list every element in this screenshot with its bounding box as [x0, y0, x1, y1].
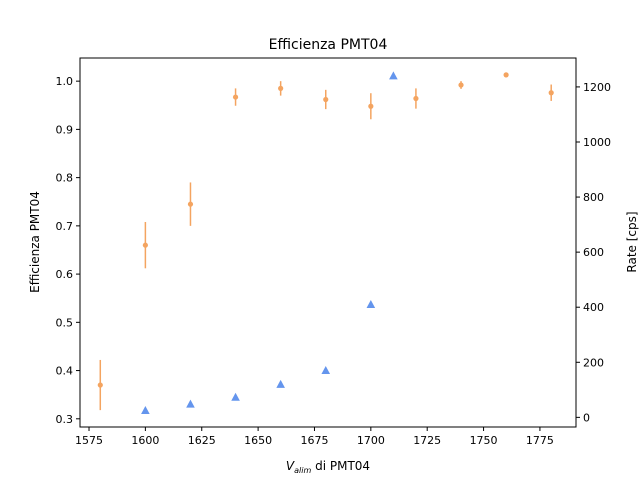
- x-tick-label: 1700: [357, 434, 385, 447]
- rate-point: [276, 379, 285, 388]
- y2-tick-label: 600: [583, 246, 604, 259]
- efficiency-point: [278, 85, 284, 91]
- x-tick-label: 1625: [188, 434, 216, 447]
- y-tick-label: 0.6: [56, 268, 74, 281]
- y-tick-label: 0.4: [56, 365, 74, 378]
- y-tick-label: 0.7: [56, 220, 74, 233]
- y-tick-label: 0.5: [56, 316, 74, 329]
- y2-tick-label: 0: [583, 411, 590, 424]
- efficiency-point: [368, 103, 374, 109]
- y2-tick-label: 1200: [583, 81, 611, 94]
- efficiency-point: [503, 72, 509, 78]
- rate-point: [141, 405, 150, 414]
- y-axis-label-left: Efficienza PMT04: [28, 191, 42, 293]
- y-tick-label: 1.0: [56, 75, 74, 88]
- x-tick-label: 1675: [300, 434, 328, 447]
- efficiency-point: [548, 90, 554, 96]
- x-tick-label: 1575: [75, 434, 103, 447]
- y-tick-label: 0.3: [56, 413, 74, 426]
- x-tick-label: 1750: [470, 434, 498, 447]
- x-axis-label: Valim di PMT04: [286, 459, 370, 475]
- y-tick-label: 0.8: [56, 172, 74, 185]
- plot-area: [97, 71, 554, 414]
- y2-tick-label: 400: [583, 301, 604, 314]
- x-axis: 1575 1600 1625 1650 1675 1700 1725 1750 1775: [75, 427, 554, 447]
- efficiency-point: [232, 94, 239, 100]
- rate-point: [186, 399, 195, 408]
- efficiency-point: [97, 382, 103, 388]
- rate-point: [321, 366, 331, 375]
- efficiency-point: [413, 95, 419, 102]
- y-tick-label: 0.9: [56, 123, 74, 136]
- rate-point: [389, 71, 398, 80]
- axes-frame: [79, 57, 577, 428]
- chart-title: Efficienza PMT04: [269, 37, 388, 53]
- efficiency-point: [187, 201, 194, 207]
- x-tick-label: 1600: [131, 434, 159, 447]
- x-tick-label: 1725: [413, 434, 441, 447]
- y2-tick-label: 1000: [583, 136, 611, 149]
- x-tick-label: 1775: [526, 434, 554, 447]
- efficiency-point: [142, 242, 148, 248]
- y-axis-right: 0 200 400 600 800 1000 1200: [576, 81, 611, 424]
- y-axis-left: 0.3 0.4 0.5 0.6 0.7 0.8 0.9 1.0: [56, 75, 80, 426]
- efficiency-point: [323, 96, 329, 103]
- x-tick-label: 1650: [244, 434, 272, 447]
- rate-point: [366, 299, 376, 308]
- rate-point: [231, 392, 240, 401]
- y-axis-label-right: Rate [cps]: [625, 211, 639, 272]
- y2-tick-label: 200: [583, 356, 604, 369]
- y2-tick-label: 800: [583, 191, 604, 204]
- efficiency-point: [458, 82, 464, 88]
